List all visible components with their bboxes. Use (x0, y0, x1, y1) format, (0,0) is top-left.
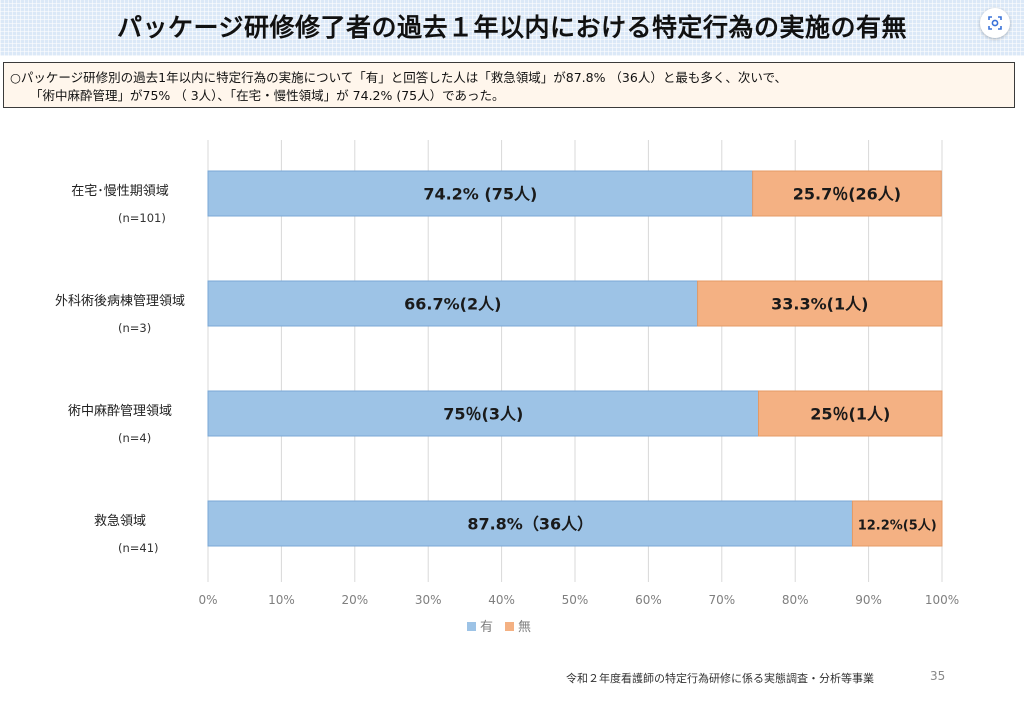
sample-size-label: (n=3) (118, 321, 152, 335)
sample-size-label: (n=4) (118, 431, 152, 445)
category-label: 在宅･慢性期領域 (71, 184, 169, 199)
visual-search-button[interactable] (980, 8, 1010, 38)
x-tick-label: 50% (562, 593, 589, 607)
sample-size-label: (n=101) (118, 211, 166, 225)
x-tick-label: 90% (855, 593, 882, 607)
x-tick-label: 80% (782, 593, 809, 607)
legend-swatch-yes (467, 622, 476, 631)
bar-data-label: 25.7％(26人) (793, 185, 901, 204)
legend-label: 有 (480, 620, 493, 635)
summary-line-2: 「術中麻酔管理」が75% （ 3人）、「在宅・慢性領域」が 74.2% (75人… (30, 88, 505, 103)
category-label: 救急領域 (93, 514, 146, 529)
summary-line-1: ○パッケージ研修別の過去1年以内に特定行為の実施について「有」と回答した人は「救… (10, 70, 787, 85)
bar-data-label: 75％(3人) (443, 405, 523, 424)
title-band (0, 0, 1024, 56)
x-tick-label: 0% (198, 593, 217, 607)
x-tick-label: 20% (341, 593, 368, 607)
x-tick-label: 10% (268, 593, 295, 607)
page-title: パッケージ研修修了者の過去１年以内における特定行為の実施の有無 (116, 13, 907, 42)
visual-search-icon (988, 16, 1002, 30)
bar-data-label: 12.2%(5人) (858, 518, 937, 534)
legend-swatch-no (505, 622, 514, 631)
summary-box: ○パッケージ研修別の過去1年以内に特定行為の実施について「有」と回答した人は「救… (3, 62, 1015, 108)
x-tick-label: 40% (488, 593, 515, 607)
bar-data-label: 33.3%(1人) (771, 295, 868, 314)
bar-no (697, 280, 943, 327)
x-tick-label: 100% (925, 593, 959, 607)
category-label: 外科術後病棟管理領域 (54, 294, 185, 309)
bar-data-label: 25％(1人) (810, 405, 890, 424)
legend-label: 無 (518, 620, 531, 635)
bar-no (758, 390, 943, 437)
page-number: 35 (930, 669, 946, 683)
category-label: 術中麻酔管理領域 (67, 404, 172, 419)
bar-data-label: 87.8%（36人） (467, 515, 593, 534)
x-tick-label: 70% (708, 593, 735, 607)
x-tick-label: 60% (635, 593, 662, 607)
sample-size-label: (n=41) (118, 541, 159, 555)
bar-no (851, 500, 943, 547)
bar-data-label: 66.7%(2人) (404, 295, 501, 314)
bar-yes (207, 500, 853, 547)
bar-data-label: 74.2% (75人) (423, 185, 537, 204)
source-note: 令和２年度看護師の特定行為研修に係る実態調査・分析等事業 (566, 672, 874, 685)
bar-yes (207, 280, 699, 327)
bar-yes (207, 390, 759, 437)
x-tick-label: 30% (415, 593, 442, 607)
bar-no (752, 170, 942, 217)
